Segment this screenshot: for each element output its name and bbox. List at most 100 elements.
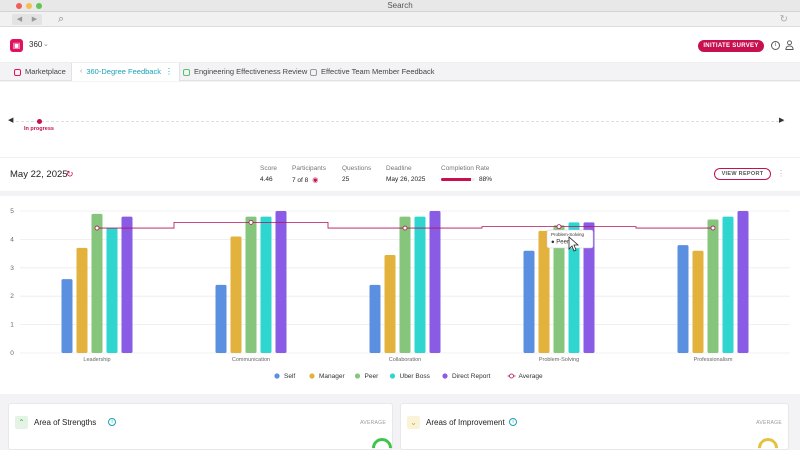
window-titlebar: Search	[0, 0, 800, 12]
x-tick-label: Collaboration	[389, 357, 421, 363]
bar-peer	[399, 216, 411, 353]
refresh-icon[interactable]: ↻	[66, 169, 74, 179]
user-icon[interactable]	[785, 40, 794, 50]
score-value: 4.46	[260, 176, 273, 183]
bar-manager	[692, 250, 704, 353]
completion-label: Completion Rate	[441, 165, 490, 172]
bar-peer	[91, 213, 103, 353]
participants-value: 7 of 8	[292, 176, 309, 184]
minimize-window-button[interactable]	[26, 3, 32, 9]
completion-value: 88%	[479, 176, 493, 183]
y-tick-label: 5	[10, 208, 14, 215]
questions-value: 25	[342, 176, 350, 183]
legend-label: Self	[284, 373, 295, 380]
info-icon[interactable]: i	[509, 418, 517, 426]
bar-manager	[538, 230, 550, 353]
improvement-card: ⌄ Areas of Improvement i AVERAGE	[400, 403, 789, 450]
bar-direct-report	[429, 211, 441, 353]
feedback-chart: 0 1 2 3 4 5 Leadership Communication Collaborati…	[0, 196, 800, 394]
average-label: AVERAGE	[756, 420, 782, 426]
bar-direct-report	[737, 211, 749, 353]
timeline-next-icon[interactable]: ▶	[779, 117, 785, 124]
bar-uber-boss	[414, 216, 426, 353]
x-tick-label: Leadership	[83, 357, 110, 363]
bar-uber-boss	[106, 228, 118, 353]
marketplace-icon	[14, 68, 21, 76]
tab-label: Engineering Effectiveness Review	[194, 67, 308, 76]
reload-icon[interactable]: ↻	[779, 14, 788, 25]
tab-360-degree-feedback[interactable]: ‹ 360-Degree Feedback ⋮	[71, 63, 180, 81]
tab-label: 360-Degree Feedback	[86, 67, 161, 76]
window-title: Search	[387, 1, 413, 10]
bar-manager	[76, 247, 88, 353]
tab-marketplace[interactable]: Marketplace	[14, 63, 66, 81]
average-label: AVERAGE	[360, 420, 386, 426]
bar-peer	[707, 219, 719, 353]
eye-icon[interactable]: ◉	[312, 177, 319, 184]
zoom-window-button[interactable]	[36, 3, 42, 9]
info-icon[interactable]: i	[771, 41, 780, 50]
bar-direct-report	[121, 216, 133, 353]
tab-engineering-effectiveness-review[interactable]: Engineering Effectiveness Review	[183, 63, 307, 81]
improvement-gauge	[753, 433, 783, 450]
back-icon[interactable]: ◀	[16, 16, 23, 23]
legend-label: Uber Boss	[400, 373, 431, 380]
close-window-button[interactable]	[16, 3, 22, 9]
strengths-gauge	[367, 433, 397, 450]
legend-marker-uber-boss	[389, 373, 396, 379]
tab-effective-team-member-feedback[interactable]: Effective Team Member Feedback	[310, 63, 435, 81]
bar-manager	[230, 236, 242, 353]
bar-self	[523, 250, 535, 353]
bar-self	[61, 279, 73, 353]
questions-label: Questions	[342, 165, 372, 172]
timeline-track	[16, 121, 784, 122]
average-point	[248, 219, 254, 225]
timeline-prev-icon[interactable]: ◀	[8, 117, 14, 124]
y-tick-label: 2	[10, 293, 14, 300]
questions-stat: Questions 25	[342, 165, 371, 183]
bar-direct-report	[583, 222, 595, 353]
average-point	[710, 225, 716, 231]
legend-label: Direct Report	[452, 373, 490, 380]
search-icon[interactable]: ⌕	[58, 13, 65, 25]
legend-marker-average	[509, 373, 514, 379]
info-icon[interactable]: i	[108, 418, 116, 426]
bar-peer	[245, 216, 257, 353]
bar-uber-boss	[722, 216, 734, 353]
tab-more-icon[interactable]: ⋮	[164, 67, 173, 76]
bar-self	[369, 284, 381, 353]
tab-label: Effective Team Member Feedback	[321, 67, 435, 76]
average-point	[402, 225, 408, 231]
y-tick-label: 1	[10, 322, 14, 329]
legend-label: Average	[519, 373, 543, 380]
chevron-down-icon[interactable]: ⌄	[43, 41, 49, 48]
completion-stat: Completion Rate 88%	[441, 165, 492, 183]
chevrons-up-icon: ⌃	[15, 416, 28, 429]
bar-uber-boss	[568, 222, 580, 353]
nav-buttons: ◀ ▶	[12, 14, 42, 25]
x-tick-label: Communication	[232, 357, 270, 363]
tooltip-title: Problem-Solving	[551, 232, 585, 237]
bar-chart: 0 1 2 3 4 5 Leadership Communication Collaborati…	[10, 208, 790, 380]
more-options-icon[interactable]: ⋮	[777, 169, 785, 178]
timeline-current-marker[interactable]	[37, 119, 42, 124]
bar-manager	[384, 255, 396, 353]
app-logo-icon[interactable]: ▣	[10, 39, 23, 52]
forward-icon[interactable]: ▶	[31, 16, 38, 23]
pointer-cursor-icon	[568, 236, 580, 252]
survey-date: May 22, 2025	[10, 169, 68, 180]
timeline-status: In progress	[24, 126, 54, 132]
app-name[interactable]: 360	[29, 40, 43, 49]
browser-toolbar: ◀ ▶ ⌕ ↻	[0, 12, 800, 27]
initiate-survey-button[interactable]: INITIATE SURVEY	[698, 40, 764, 52]
view-report-button[interactable]: VIEW REPORT	[714, 168, 771, 180]
participants-label: Participants	[292, 165, 326, 172]
chevrons-down-icon: ⌄	[407, 416, 420, 429]
bar-self	[677, 245, 689, 353]
tab-bar: Marketplace ‹ 360-Degree Feedback ⋮ Engi…	[0, 63, 800, 81]
x-tick-label: Professionalism	[694, 357, 733, 363]
completion-progress-bar	[441, 178, 475, 181]
legend-marker-direct-report	[442, 373, 448, 379]
bar-uber-boss	[260, 216, 272, 353]
card-title: Area of Strengths	[34, 418, 97, 427]
